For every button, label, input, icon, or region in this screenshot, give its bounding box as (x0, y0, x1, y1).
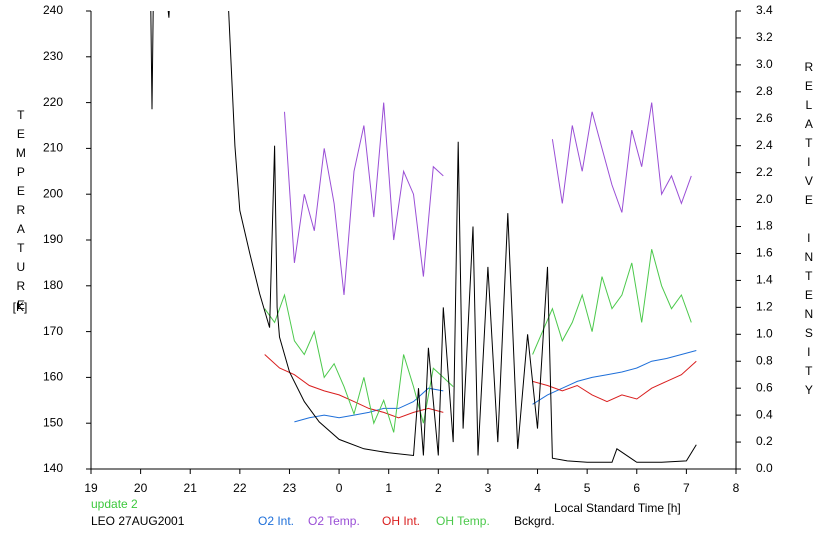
x-tick-label: 0 (336, 481, 343, 495)
y2-tick-label: 1.0 (756, 326, 773, 340)
y2-tick-label: 1.8 (756, 219, 773, 233)
x-tick-label: 7 (683, 481, 690, 495)
y-tick-label: 230 (43, 49, 63, 63)
x-tick-label: 23 (283, 481, 297, 495)
legend-entry: O2 Int. (258, 514, 294, 528)
series-line (284, 102, 692, 296)
y2-tick-label: 2.4 (756, 138, 773, 152)
annotation: LEO 27AUG2001 (91, 514, 185, 528)
x-tick-label: 3 (485, 481, 492, 495)
y2-tick-label: 3.2 (756, 30, 773, 44)
y-tick-label: 150 (43, 415, 63, 429)
y2-tick-label: 0.2 (756, 434, 773, 448)
y2-tick-label: 2.6 (756, 111, 773, 125)
legend-entry: Bckgrd. (514, 514, 555, 528)
x-tick-label: 2 (435, 481, 442, 495)
series-line (150, 11, 697, 463)
y-tick-label: 220 (43, 95, 63, 109)
series-line (294, 350, 697, 423)
y2-axis-label: RELATIVE INTENSITY (802, 60, 816, 402)
y2-tick-label: 0.8 (756, 353, 773, 367)
y-tick-label: 160 (43, 370, 63, 384)
x-tick-label: 19 (84, 481, 98, 495)
y-tick-label: 240 (43, 3, 63, 17)
legend-entry: O2 Temp. (308, 514, 360, 528)
x-tick-label: 6 (633, 481, 640, 495)
y2-tick-label: 3.4 (756, 3, 773, 17)
y2-tick-label: 1.2 (756, 300, 773, 314)
legend-entry: OH Int. (382, 514, 420, 528)
series-line (264, 249, 692, 433)
y-axis-unit: [K] (13, 300, 28, 314)
x-tick-label: 5 (584, 481, 591, 495)
y2-tick-label: 0.0 (756, 461, 773, 475)
x-tick-label: 21 (184, 481, 198, 495)
y-tick-label: 210 (43, 141, 63, 155)
x-tick-label: 4 (534, 481, 541, 495)
y-tick-label: 200 (43, 186, 63, 200)
y-tick-label: 140 (43, 461, 63, 475)
y2-tick-label: 3.0 (756, 57, 773, 71)
y2-tick-label: 0.6 (756, 380, 773, 394)
annotation: update 2 (91, 497, 138, 511)
y2-tick-label: 2.8 (756, 84, 773, 98)
plot-area (150, 11, 697, 463)
y2-tick-label: 0.4 (756, 407, 773, 421)
x-tick-label: 22 (233, 481, 247, 495)
legend-entry: OH Temp. (436, 514, 490, 528)
y-tick-label: 190 (43, 232, 63, 246)
x-tick-label: 8 (733, 481, 740, 495)
y2-tick-label: 2.0 (756, 192, 773, 206)
x-tick-label: 1 (385, 481, 392, 495)
y-axis-label: TEMPERATURE (14, 108, 28, 317)
y-tick-label: 180 (43, 278, 63, 292)
x-tick-label: 20 (134, 481, 148, 495)
y2-tick-label: 1.4 (756, 273, 773, 287)
x-axis-label: Local Standard Time [h] (554, 501, 681, 515)
y-tick-label: 170 (43, 324, 63, 338)
y2-tick-label: 1.6 (756, 246, 773, 260)
series-line (264, 354, 697, 419)
y2-tick-label: 2.2 (756, 165, 773, 179)
